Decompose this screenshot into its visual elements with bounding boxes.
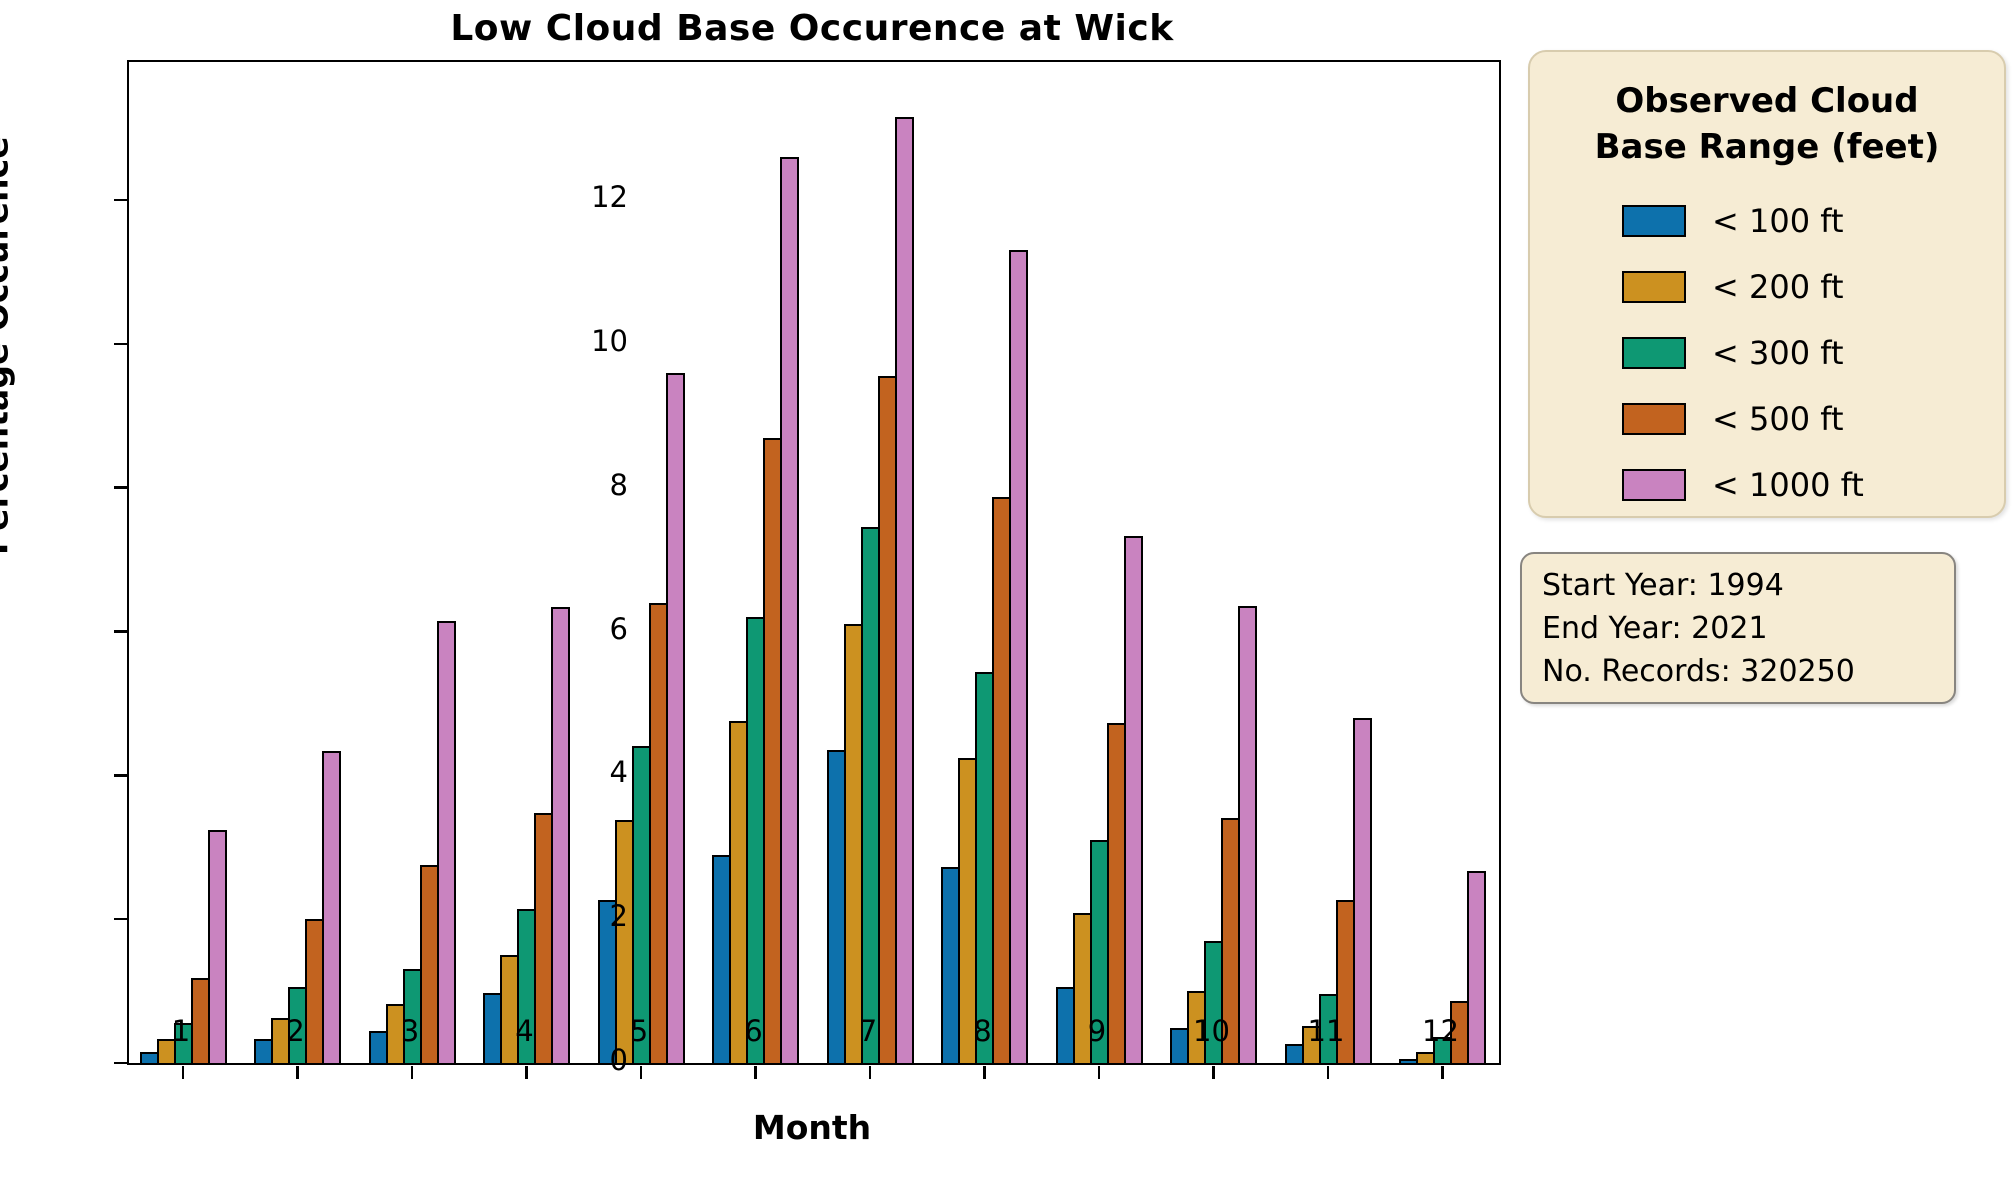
- y-tick-0: [113, 1061, 127, 1065]
- bar-group-month-4: [483, 607, 570, 1063]
- x-tick-label-11: 11: [1307, 1014, 1345, 1048]
- x-tick-8: [983, 1065, 986, 1079]
- legend-swatch-3: [1622, 403, 1686, 435]
- x-tick-2: [296, 1065, 299, 1079]
- info-line-2: No. Records: 320250: [1542, 654, 1855, 689]
- legend-item-4: < 1000 ft: [1530, 452, 2004, 518]
- y-tick-label-2: 2: [609, 899, 628, 934]
- bar-group-month-1: [139, 830, 227, 1063]
- x-tick-12: [1441, 1065, 1444, 1079]
- x-tick-4: [525, 1065, 528, 1079]
- x-tick-label-5: 5: [629, 1014, 649, 1048]
- legend-items: < 100 ft < 200 ft < 300 ft < 500 ft < 1000 f…: [1530, 188, 2004, 518]
- bar-month-2-1000ft: [322, 751, 341, 1063]
- y-tick-4: [113, 774, 127, 777]
- x-tick-label-7: 7: [858, 1014, 878, 1048]
- bar-group-month-2: [254, 751, 341, 1063]
- y-tick-2: [113, 917, 127, 921]
- legend-swatch-2: [1622, 337, 1686, 369]
- bar-month-4-1000ft: [551, 607, 570, 1063]
- y-tick-10: [113, 342, 127, 346]
- x-tick-label-10: 10: [1193, 1014, 1230, 1048]
- legend-swatch-4: [1622, 469, 1686, 501]
- bar-group-month-5: [597, 373, 685, 1063]
- legend-title: Observed Cloud Base Range (feet): [1530, 78, 2004, 170]
- legend-label-4: < 1000 ft: [1712, 466, 1864, 504]
- x-axis-label: Month: [752, 1108, 872, 1147]
- bar-group-month-6: [712, 157, 799, 1063]
- legend-title-line1: Observed Cloud: [1615, 81, 1919, 121]
- bar-month-5-1000ft: [665, 373, 685, 1063]
- bar-month-3-1000ft: [436, 621, 456, 1063]
- x-tick-label-8: 8: [973, 1014, 992, 1048]
- bar-month-9-1000ft: [1123, 536, 1143, 1063]
- x-tick-label-12: 12: [1422, 1014, 1459, 1048]
- x-tick-label-6: 6: [744, 1014, 763, 1048]
- legend-item-3: < 500 ft: [1530, 386, 2004, 452]
- y-tick-label-0: 0: [609, 1043, 628, 1077]
- bar-group-month-12: [1399, 871, 1486, 1063]
- legend-label-2: < 300 ft: [1712, 334, 1844, 372]
- plot-area: [113, 60, 1501, 1079]
- bar-month-8-1000ft: [1009, 250, 1028, 1063]
- legend-item-2: < 300 ft: [1530, 320, 2004, 386]
- info-line-1: End Year: 2021: [1542, 611, 1768, 646]
- bar-month-6-1000ft: [780, 157, 799, 1063]
- chart-title: Low Cloud Base Occurence at Wick: [450, 8, 1174, 49]
- y-tick-label-8: 8: [609, 467, 628, 502]
- x-tick-1: [181, 1065, 185, 1079]
- info-line-0: Start Year: 1994: [1542, 568, 1784, 603]
- x-tick-9: [1097, 1065, 1101, 1079]
- y-tick-12: [113, 198, 127, 202]
- legend-item-0: < 100 ft: [1530, 188, 2004, 254]
- bar-group-month-9: [1055, 536, 1143, 1063]
- y-tick-label-4: 4: [609, 755, 628, 790]
- x-tick-label-2: 2: [286, 1014, 305, 1048]
- bar-group-month-11: [1284, 718, 1372, 1063]
- legend: Observed Cloud Base Range (feet) < 100 f…: [1528, 50, 2006, 518]
- bar-month-11-1000ft: [1352, 718, 1372, 1063]
- x-tick-label-9: 9: [1087, 1014, 1107, 1048]
- x-tick-3: [410, 1065, 414, 1079]
- legend-label-0: < 100 ft: [1712, 202, 1844, 240]
- bar-group-month-7: [826, 117, 914, 1063]
- legend-title-line2: Base Range (feet): [1594, 127, 1940, 167]
- bar-month-12-1000ft: [1467, 871, 1486, 1063]
- bar-group-month-3: [368, 621, 456, 1063]
- x-tick-10: [1212, 1065, 1215, 1079]
- y-tick-label-6: 6: [609, 611, 628, 646]
- legend-label-1: < 200 ft: [1712, 268, 1844, 306]
- legend-label-3: < 500 ft: [1712, 400, 1844, 438]
- bar-group-month-8: [941, 250, 1028, 1063]
- bar-group-month-10: [1170, 606, 1257, 1063]
- x-tick-7: [868, 1065, 872, 1079]
- x-tick-label-3: 3: [400, 1014, 420, 1048]
- bar-month-7-1000ft: [894, 117, 914, 1063]
- info-box: Start Year: 1994 End Year: 2021 No. Record…: [1520, 552, 1956, 704]
- legend-swatch-0: [1622, 205, 1686, 237]
- x-tick-5: [639, 1065, 643, 1079]
- x-tick-label-4: 4: [515, 1014, 534, 1048]
- x-tick-6: [754, 1065, 757, 1079]
- y-tick-label-10: 10: [591, 323, 628, 358]
- y-tick-6: [113, 630, 127, 633]
- bar-month-10-1000ft: [1238, 606, 1257, 1063]
- x-tick-11: [1326, 1065, 1330, 1079]
- y-tick-8: [113, 486, 127, 489]
- y-axis-label: Percentage Occurence: [0, 136, 16, 555]
- bar-month-1-1000ft: [207, 830, 227, 1063]
- legend-swatch-1: [1622, 271, 1686, 303]
- y-tick-label-12: 12: [591, 180, 628, 215]
- legend-item-1: < 200 ft: [1530, 254, 2004, 320]
- x-tick-label-1: 1: [171, 1014, 191, 1048]
